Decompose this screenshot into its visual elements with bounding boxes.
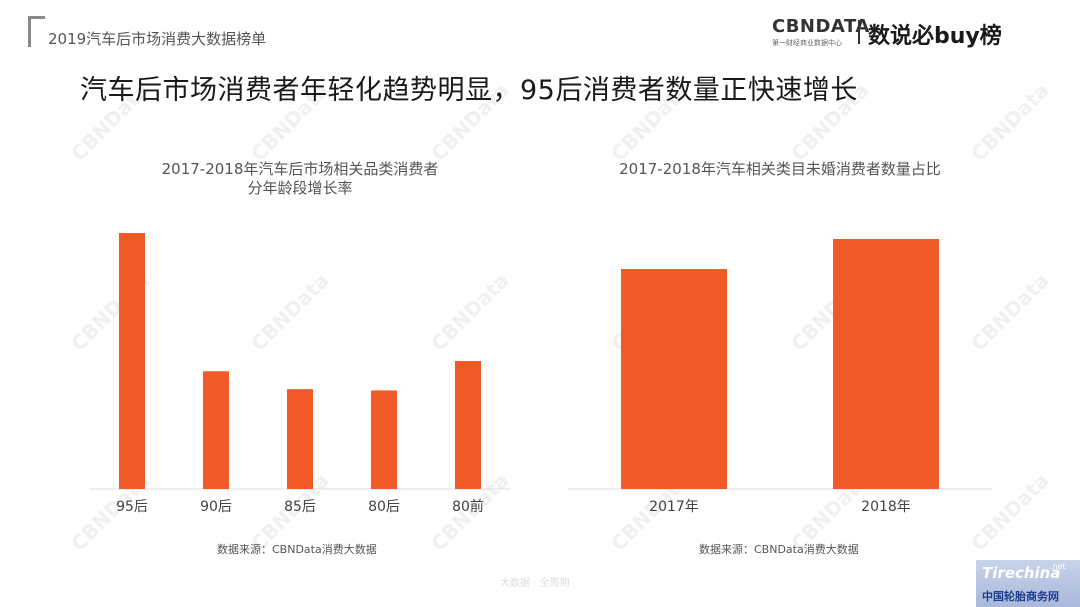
cbndata-logo-subtitle: 第一财经商业数据中心 [772,39,842,47]
chart-1-bar [287,389,313,489]
chart-2-tick-label: 2017年 [649,499,699,515]
tirechina-logo-suffix: .net [1050,562,1066,571]
chart-2-bar [621,269,727,489]
brand-divider [858,20,860,44]
footer-text: 大数据 · 全周期 [500,578,570,589]
chart-1-title: 2017-2018年汽车后市场相关品类消费者 分年龄段增长率 [110,160,490,198]
chart-1-tick-label: 80后 [368,499,400,515]
buy-list-logo: 数说必buy榜 [868,24,1002,49]
chart-2-source: 数据来源：CBNData消费大数据 [699,543,859,556]
chart-2-tick-label: 2018年 [861,499,911,515]
cbndata-logo: CBNDATA 第一财经商业数据中心 [772,16,870,48]
chart-1-subtitle: 分年龄段增长率 [247,179,353,197]
chart-1-bar [203,371,229,489]
tirechina-logo-text: Tirechina [982,564,1061,582]
page-title: 汽车后市场消费者年轻化趋势明显，95后消费者数量正快速增长 [80,75,858,106]
cbndata-logo-text: CBNDATA [772,16,870,37]
chart-2-title: 2017-2018年汽车相关类目未婚消费者数量占比 [570,160,990,179]
chart-1-bar [119,233,145,489]
chart-1-tick-label: 85后 [284,499,316,515]
chart-1-source: 数据来源：CBNData消费大数据 [217,543,377,556]
tirechina-logo: Tirechina .net 中国轮胎商务网 [976,560,1080,607]
frame-corner [28,16,45,47]
chart-1-tick-label: 95后 [116,499,148,515]
chart-1-bar [371,390,397,489]
report-title: 2019汽车后市场消费大数据榜单 [48,30,267,48]
chart-1-title-line: 2017-2018年汽车后市场相关品类消费者 [161,160,439,178]
chart-2-bar [833,239,939,489]
chart-1-bar [455,361,481,489]
tirechina-site-name: 中国轮胎商务网 [982,590,1059,603]
chart-2-title-line: 2017-2018年汽车相关类目未婚消费者数量占比 [619,160,941,178]
chart-1-tick-label: 90后 [200,499,232,515]
chart-1-tick-label: 80前 [452,498,484,515]
